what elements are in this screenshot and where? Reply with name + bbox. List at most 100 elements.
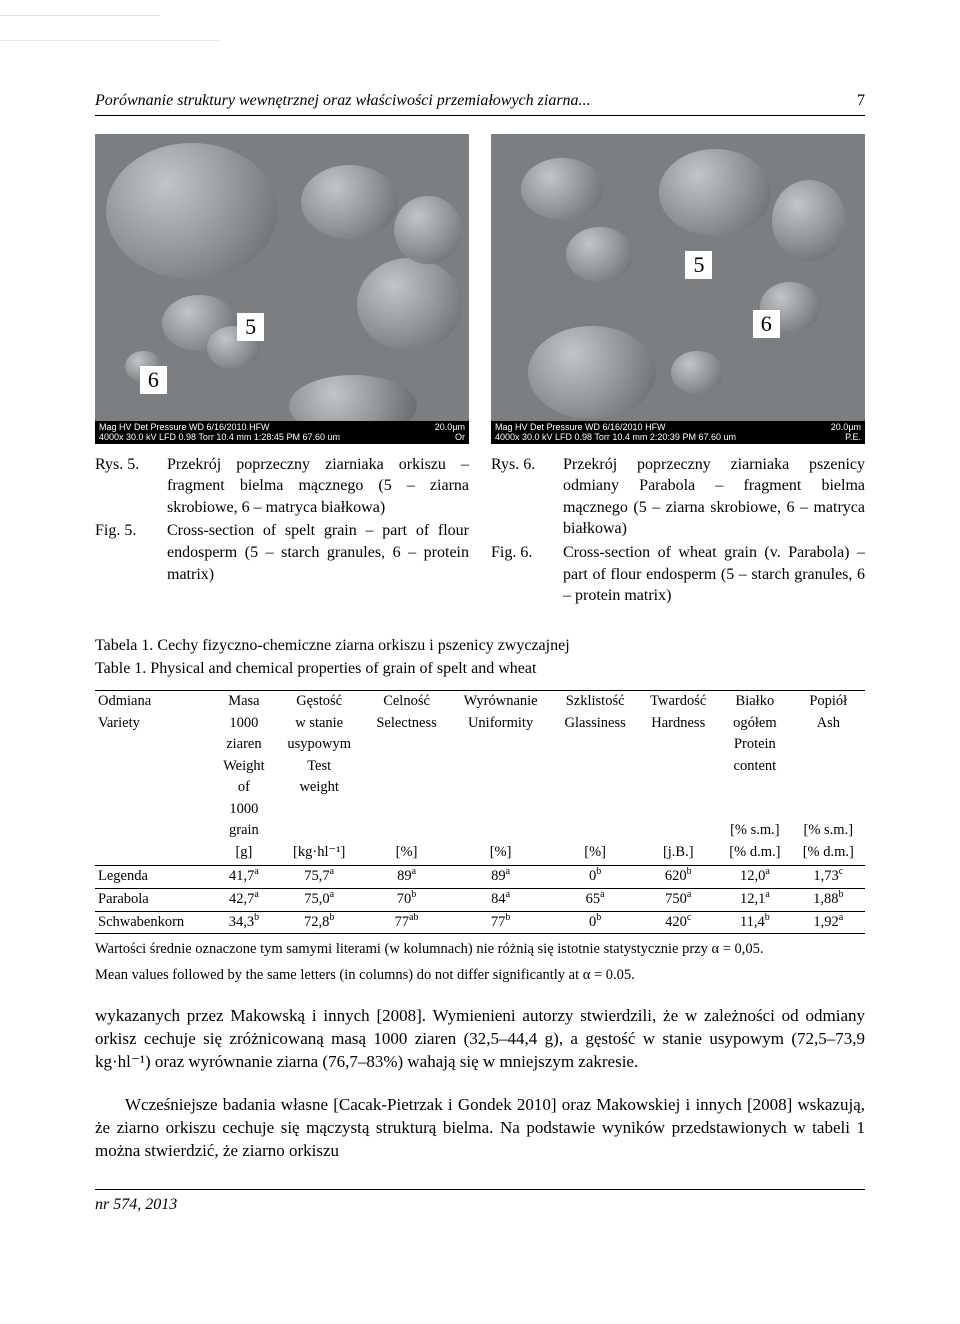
variety-name-cell: Parabola — [95, 889, 213, 912]
table-row: Schwabenkorn34,3b72,8b77ab77b0b420c11,4b… — [95, 911, 865, 934]
value-cell: 77b — [449, 911, 552, 934]
significance-letter: a — [330, 867, 334, 878]
value-cell: 12,0a — [718, 866, 791, 889]
table-head-cell: Masa — [213, 690, 274, 712]
sem-overlay-label: 6 — [753, 310, 780, 338]
sem-figure-left: 56 Mag HV Det Pressure WD 6/16/2010 HFW … — [95, 134, 469, 444]
table-head-cell: Odmiana — [95, 690, 213, 712]
table-head-cell: Szklistość — [552, 690, 638, 712]
value-cell: 1,88b — [792, 889, 865, 912]
table-head-cell — [638, 756, 718, 778]
table-units-cell: [kg·hl⁻¹] — [274, 842, 363, 866]
value-cell: 70b — [364, 889, 449, 912]
caption-text: Przekrój poprzeczny ziarniaka orkiszu – … — [167, 454, 469, 519]
table-head-row: ofweight — [95, 777, 865, 799]
table-head-cell: Twardość — [638, 690, 718, 712]
sem-granule-blob — [357, 258, 462, 351]
figure-caption: Rys. 6.Przekrój poprzeczny ziarniaka psz… — [491, 454, 865, 540]
table-head-cell — [95, 799, 213, 821]
value-cell: 77ab — [364, 911, 449, 934]
table-head-cell — [95, 756, 213, 778]
value-cell: 84a — [449, 889, 552, 912]
table-head-row: OdmianaMasaGęstośćCelnośćWyrównanieSzkli… — [95, 690, 865, 712]
table-head-row: grain[% s.m.][% s.m.] — [95, 820, 865, 842]
sem-granule-blob — [671, 351, 723, 394]
caption-label: Rys. 5. — [95, 454, 153, 519]
value-cell: 42,7a — [213, 889, 274, 912]
sem-granule-blob — [106, 143, 278, 279]
running-head: Porównanie struktury wewnętrznej oraz wł… — [95, 30, 865, 116]
value-cell: 75,0a — [274, 889, 363, 912]
significance-letter: c — [839, 867, 843, 878]
table-head-cell — [718, 799, 791, 821]
sem-instrument-bar-right: Mag HV Det Pressure WD 6/16/2010 HFW 400… — [491, 421, 865, 444]
sem-bar-right-line2: 4000x 30.0 kV LFD 0.98 Torr 10.4 mm 2:20… — [495, 433, 736, 443]
table-head-cell — [718, 777, 791, 799]
table-head-cell: [% s.m.] — [718, 820, 791, 842]
sem-granule-blob — [521, 158, 603, 220]
caption-column-left: Rys. 5.Przekrój poprzeczny ziarniaka ork… — [95, 454, 469, 609]
table-head-cell: 1000 — [213, 799, 274, 821]
body-paragraph-2: Wcześniejsze badania własne [Cacak-Pietr… — [95, 1094, 865, 1163]
value-cell: 34,3b — [213, 911, 274, 934]
table-head-cell: Celność — [364, 690, 449, 712]
sem-granule-blob — [659, 149, 771, 236]
table-head-cell: ziaren — [213, 734, 274, 756]
significance-letter: b — [329, 912, 334, 923]
table-head-cell: Hardness — [638, 713, 718, 735]
caption-column-right: Rys. 6.Przekrój poprzeczny ziarniaka psz… — [491, 454, 865, 609]
variety-name-cell: Legenda — [95, 866, 213, 889]
value-cell: 620b — [638, 866, 718, 889]
value-cell: 11,4b — [718, 911, 791, 934]
value-cell: 1,73c — [792, 866, 865, 889]
table-head-cell — [449, 734, 552, 756]
table-head-cell — [274, 820, 363, 842]
significance-letter: a — [254, 867, 258, 878]
caption-text: Cross-section of wheat grain (v. Parabol… — [563, 542, 865, 607]
sem-overlay-label: 5 — [685, 251, 712, 279]
significance-letter: b — [687, 867, 692, 878]
figure-caption: Fig. 6.Cross-section of wheat grain (v. … — [491, 542, 865, 607]
sem-granule-blob — [301, 165, 398, 239]
table-caption-pl: Tabela 1. Cechy fizyczno-chemiczne ziarn… — [95, 635, 865, 657]
table-head-row: Variety1000w stanieSelectnessUniformityG… — [95, 713, 865, 735]
table-units-cell: [j.B.] — [638, 842, 718, 866]
page-number: 7 — [857, 90, 865, 112]
table-head-cell — [95, 820, 213, 842]
sem-overlay-label: 6 — [140, 366, 167, 394]
body-paragraph-1: wykazanych przez Makowską i innych [2008… — [95, 1005, 865, 1074]
table-head-cell: weight — [274, 777, 363, 799]
table-row: Legenda41,7a75,7a89a89a0b620b12,0a1,73c — [95, 866, 865, 889]
significance-letter: b — [765, 912, 770, 923]
significance-letter: b — [254, 912, 259, 923]
table-head-cell: Wyrównanie — [449, 690, 552, 712]
significance-letter: a — [506, 889, 510, 900]
caption-text: Cross-section of spelt grain – part of f… — [167, 520, 469, 585]
table-head-cell: Białko — [718, 690, 791, 712]
value-cell: 72,8b — [274, 911, 363, 934]
sem-bar-left-line2: 4000x 30.0 kV LFD 0.98 Torr 10.4 mm 1:28… — [99, 433, 340, 443]
table-head-cell — [449, 799, 552, 821]
table-head-cell: Weight — [213, 756, 274, 778]
table-head-cell — [95, 734, 213, 756]
table-head-cell — [364, 820, 449, 842]
significance-letter: c — [687, 912, 691, 923]
value-cell: 12,1a — [718, 889, 791, 912]
significance-letter: b — [596, 867, 601, 878]
sem-granule-blob — [394, 196, 461, 264]
table-head-cell — [552, 799, 638, 821]
sem-image-right: 56 — [491, 134, 865, 444]
table-head-cell: of — [213, 777, 274, 799]
table-units-cell: [%] — [449, 842, 552, 866]
value-cell: 0b — [552, 866, 638, 889]
sem-figure-row: 56 Mag HV Det Pressure WD 6/16/2010 HFW … — [95, 134, 865, 444]
table-head-cell: Protein — [718, 734, 791, 756]
table-units-cell: [% d.m.] — [792, 842, 865, 866]
value-cell: 1,92a — [792, 911, 865, 934]
table-units-cell: [%] — [364, 842, 449, 866]
table-units-cell: [% d.m.] — [718, 842, 791, 866]
sem-bar-right-tag: P.E. — [831, 433, 861, 443]
significance-letter: b — [411, 889, 416, 900]
caption-text: Przekrój poprzeczny ziarniaka pszenicy o… — [563, 454, 865, 540]
table-head-cell — [638, 777, 718, 799]
